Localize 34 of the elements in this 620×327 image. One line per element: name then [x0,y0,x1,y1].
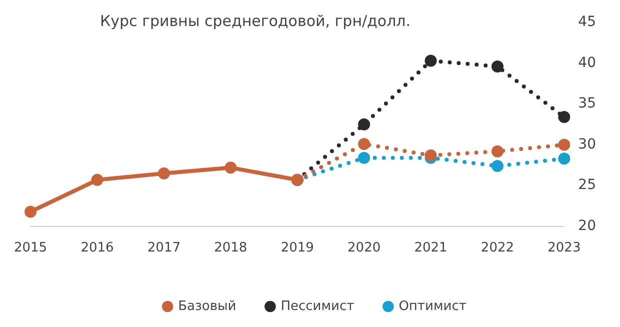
y-tick-label: 40 [578,54,596,71]
chart-title: Курс гривны среднегодовой, грн/долл. [100,12,411,30]
y-tick-label: 45 [578,14,596,30]
x-tick-label: 2017 [147,240,180,256]
point [358,138,370,150]
point [558,111,570,124]
legend-label: Базовый [178,298,236,314]
x-tick-label: 2020 [348,240,381,256]
point [24,206,37,218]
point [424,54,437,67]
point [91,174,104,186]
point [358,118,370,130]
point [491,60,504,72]
point [424,149,437,162]
point [558,138,570,151]
point [358,152,370,164]
legend-label: Пессимист [280,298,355,314]
point [491,160,504,172]
legend-label: Оптимист [398,298,467,314]
x-tick-label: 2021 [414,240,448,256]
y-tick-label: 30 [578,136,596,152]
x-tick-label: 2019 [280,240,314,256]
x-tick-label: 2015 [14,240,48,256]
x-tick-label: 2022 [480,240,514,256]
x-tick-label: 2018 [214,240,248,256]
y-tick-label: 35 [578,96,596,112]
y-tick-label: 25 [578,177,596,194]
point [558,152,570,165]
x-tick-label: 2016 [80,240,114,256]
x-tick-label: 2023 [548,240,581,256]
y-tick-label: 20 [578,218,596,234]
point [224,162,237,174]
point [491,145,504,158]
point [158,167,170,180]
